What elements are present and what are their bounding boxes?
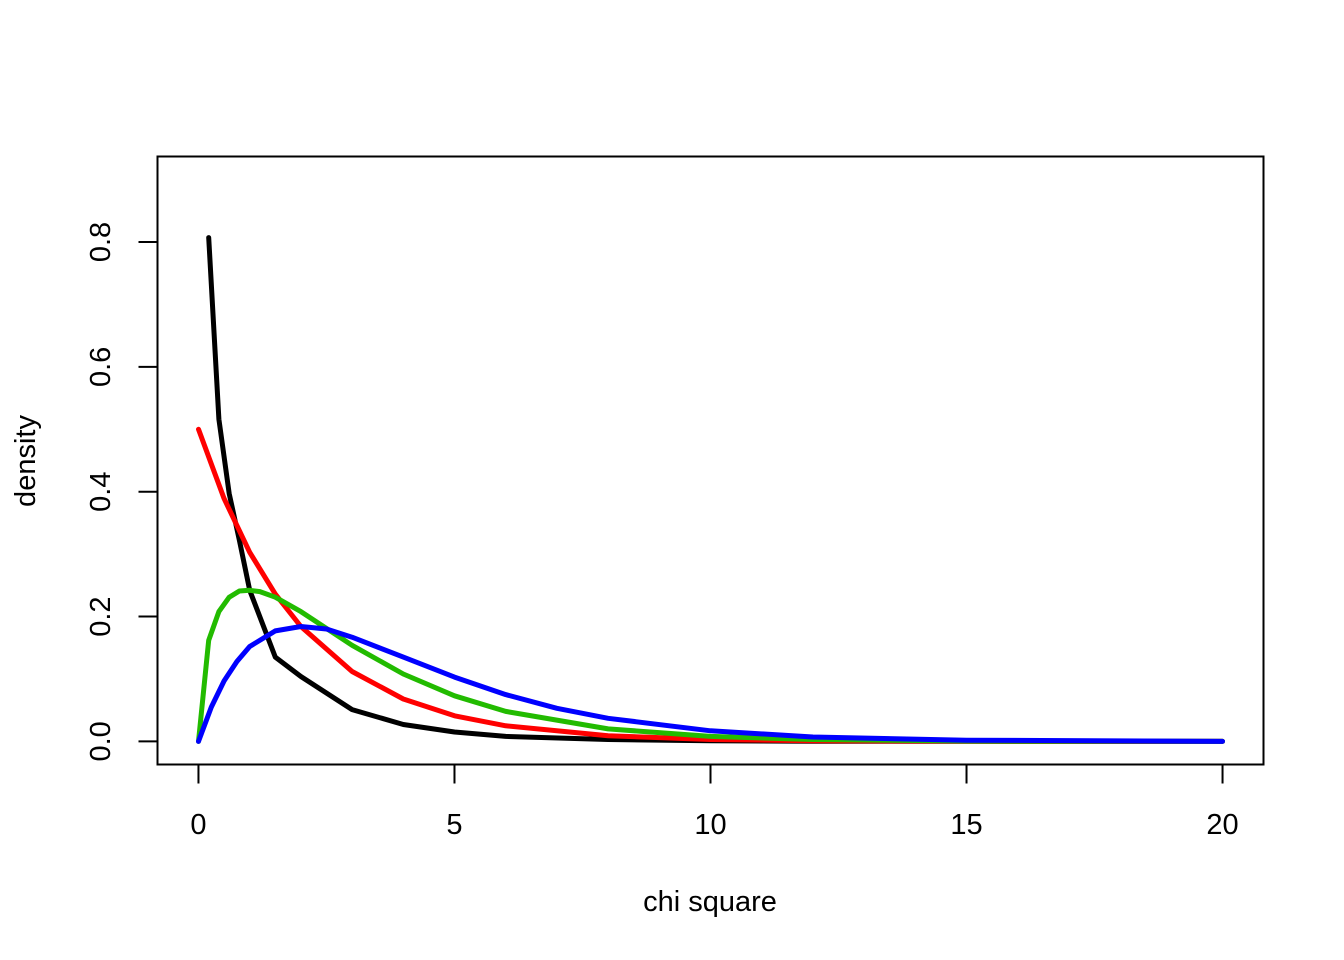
y-tick-label: 0.4	[85, 472, 117, 512]
x-tick-label: 15	[950, 809, 982, 841]
series-line-1	[206, 235, 1225, 744]
series-line-3	[196, 587, 1225, 744]
y-tick-label: 0.8	[85, 222, 117, 262]
y-axis-label: density	[10, 415, 42, 507]
x-tick-label: 5	[446, 809, 462, 841]
x-axis-label: chi square	[643, 886, 777, 918]
x-tick-label: 10	[694, 809, 726, 841]
plot-frame	[156, 155, 1265, 766]
series-layer	[196, 235, 1225, 744]
x-axis: 0 5 10 15 20	[190, 763, 1239, 841]
series-line-4	[196, 624, 1225, 744]
y-tick-label: 0.2	[85, 596, 117, 636]
x-tick-label: 20	[1206, 809, 1238, 841]
y-axis: 0.0 0.2 0.4 0.6 0.8	[85, 222, 159, 762]
series-line-2	[196, 426, 1225, 744]
x-tick-label: 0	[190, 809, 206, 841]
y-tick-label: 0.0	[85, 721, 117, 761]
y-tick-label: 0.6	[85, 347, 117, 387]
